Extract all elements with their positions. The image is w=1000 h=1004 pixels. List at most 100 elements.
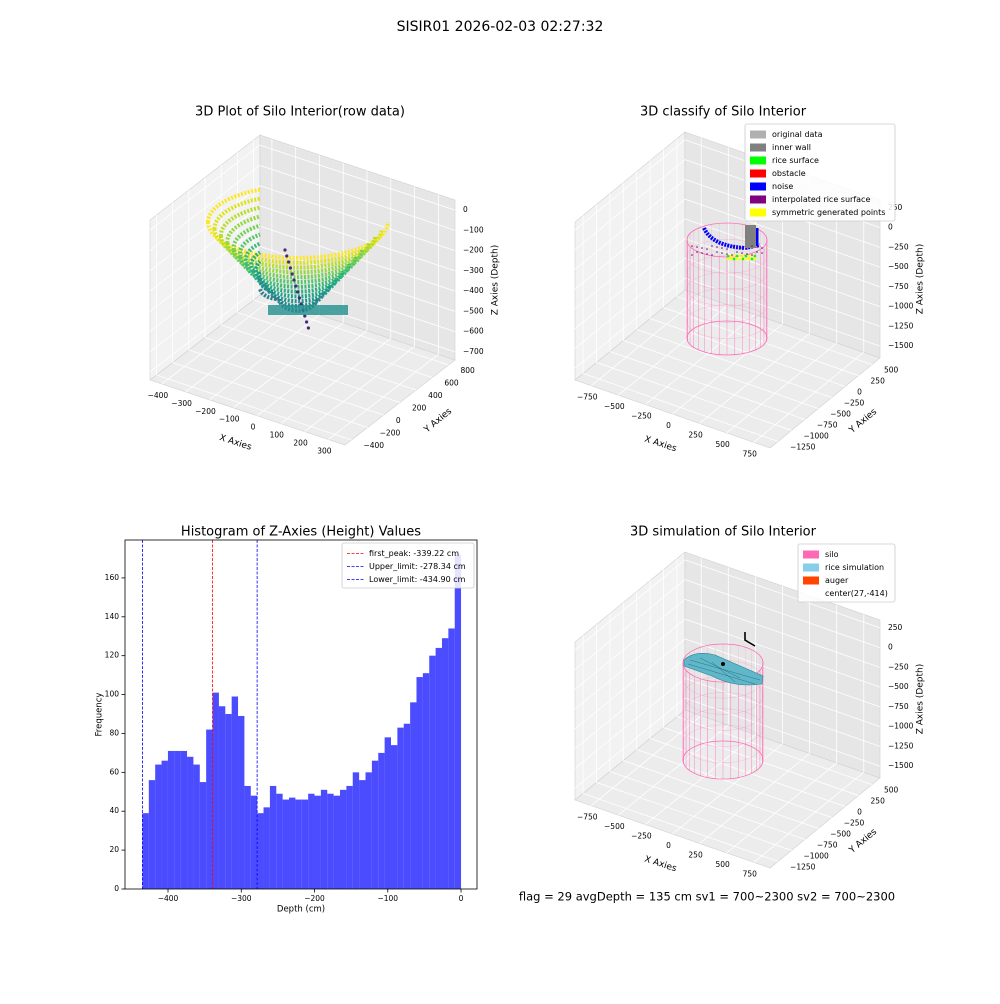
interpolated-point [691,245,693,247]
surface-point [741,254,745,258]
subplot-title: 3D Plot of Silo Interior(row data) [195,105,405,120]
histogram-bar [263,807,270,889]
x-tick-label: 750 [743,869,758,878]
y-tick-label: 0 [396,416,401,425]
point-cloud-dot [283,248,287,252]
histogram-bar [403,723,411,889]
histogram-bar [454,554,462,889]
subplot-title: 3D classify of Silo Interior [640,105,807,120]
interpolated-point [696,246,698,248]
grid-line [237,312,433,378]
legend-label: silo [825,550,839,559]
grid-line [574,579,686,670]
legend-label: center(27,-414) [825,589,888,598]
auger-arrow [744,632,756,647]
point-cloud-strip [268,305,348,315]
grid-line [684,697,881,767]
grid-line [574,599,686,690]
point-cloud-ring [225,242,371,275]
legend-label: auger [825,576,849,585]
z-tick-label: −600 [463,327,484,336]
y-tick-label: 160 [105,573,120,582]
x-tick-label: −500 [604,402,625,411]
histogram-bar [199,782,207,889]
x-tick-label: −200 [304,894,325,903]
histogram-bar [250,795,258,889]
grid-line [259,205,456,272]
grid-line [574,139,686,231]
grid-line [699,333,810,424]
grid-line [574,179,686,270]
interpolated-point [736,246,738,248]
histogram-bar [231,696,239,889]
interpolated-point [691,254,693,256]
point-cloud-dot [303,314,307,318]
grid-line [204,337,401,403]
subplot-title: Histogram of Z-Axies (Height) Values [181,525,421,540]
grid-line [684,198,881,268]
y-axis-label: Y Axies [847,407,879,436]
surface-point [744,254,748,258]
surface-point [753,254,757,258]
grid-line [574,277,686,369]
grid-line [676,296,873,365]
grid-line [590,295,702,386]
grid-line [574,618,686,710]
point-cloud-ring [218,205,261,237]
z-tick-label: −750 [888,702,909,711]
y-tick-label: −200 [380,429,401,438]
histogram-bar [308,793,315,889]
interpolated-point [696,251,698,253]
x-tick-label: 200 [293,439,308,448]
point-cloud-dot [306,326,310,330]
point-cloud-ring [258,279,274,294]
inner-wall-points [745,225,756,248]
x-tick-label: −250 [631,832,652,841]
histogram-bar [320,789,328,889]
z-tick-label: −1250 [888,321,914,330]
x-axis-label: X Axies [643,435,678,455]
y-tick-label: −250 [844,399,865,408]
grid-line [149,266,261,352]
x-tick-label: −400 [148,391,169,400]
x-tick-label: −500 [604,822,625,831]
z-tick-label: −1000 [888,302,914,311]
histogram-bar [174,750,181,889]
histogram-bar [384,737,391,889]
surface-point [735,254,739,258]
z-tick-label: −500 [463,306,484,315]
silo-ring [682,692,764,731]
interpolated-point [726,248,728,250]
x-tick-label: 250 [688,850,703,859]
z-tick-label: 250 [888,623,903,632]
surface-point [732,257,736,261]
figure-title: SISIR01 2026-02-03 02:27:32 [397,19,604,35]
histogram-bar [435,647,442,889]
point-cloud-dot [294,284,298,288]
grid-line [623,340,819,409]
z-tick-label: −700 [463,347,484,356]
legend-box [341,542,475,589]
point-cloud-ring [225,214,261,244]
y-tick-label: 120 [105,651,120,660]
grid-line [672,743,783,835]
y-tick-label: 40 [109,806,119,815]
silo-ring [686,288,768,323]
interpolated-point [731,254,733,256]
legend-swatch [750,169,766,178]
z-axis-label: Z Axies (Depth) [491,245,501,316]
grid-line [618,304,729,396]
grid-line [636,329,832,398]
z-tick-label: 0 [888,223,893,232]
y-tick-label: 0 [857,388,862,397]
point-cloud-dot [288,266,292,270]
point-cloud-dot [292,278,296,282]
legend-label: rice surface [772,156,819,165]
y-tick-label: −400 [363,441,384,450]
silo-ring [682,708,764,747]
grid-line [649,738,846,807]
surface-point [741,257,745,261]
x-axis-label: X Axies [218,433,253,453]
legend-label: Upper_limit: -278.34 cm [369,562,466,571]
histogram-bar [180,750,188,889]
